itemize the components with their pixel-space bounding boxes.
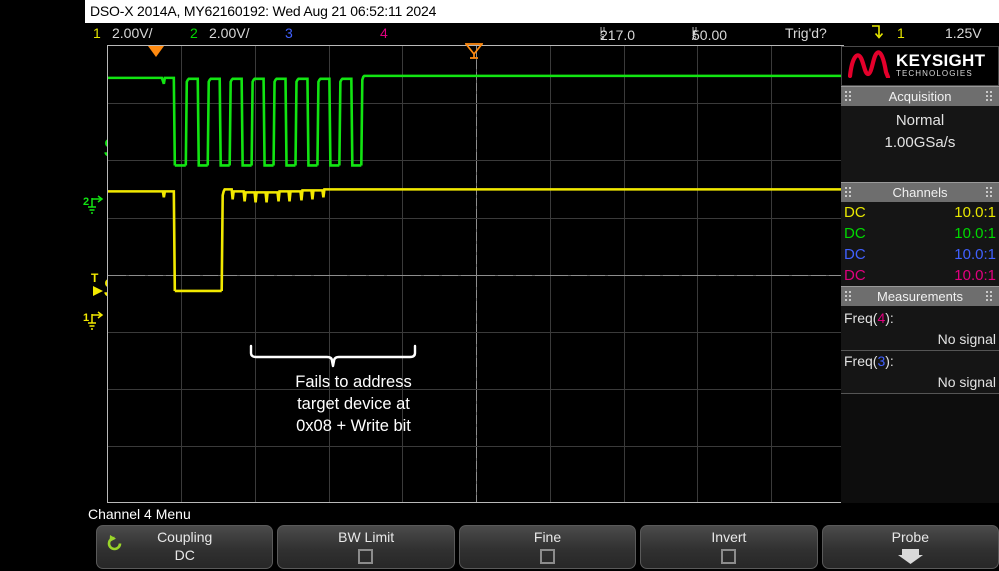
channel-2-ground-marker[interactable]: 2: [83, 195, 109, 217]
keysight-brand-name: KEYSIGHT: [896, 51, 986, 70]
waveform-display-area[interactable]: SCL SDA 2 T 1: [83, 43, 999, 503]
info-sidebar: KEYSIGHT TECHNOLOGIES Acquisition Normal…: [841, 46, 999, 503]
measurement-item[interactable]: Freq(3): No signal: [841, 351, 999, 394]
softkey-fine-label: Fine: [533, 529, 562, 545]
menu-title: Channel 4 Menu: [88, 506, 191, 522]
annotation-text: Fails to address target device at 0x08 +…: [251, 371, 456, 437]
acquisition-section-header[interactable]: Acquisition: [841, 86, 999, 106]
submenu-down-arrow-icon: [897, 548, 924, 570]
measurement-value: No signal: [937, 331, 996, 347]
annotation-line-3: 0x08 + Write bit: [296, 417, 411, 435]
keysight-waveform-icon: [847, 50, 892, 82]
softkey-coupling-label: Coupling: [157, 529, 213, 545]
bw-limit-checkbox[interactable]: [358, 549, 374, 564]
svg-text:T: T: [91, 271, 99, 285]
channels-section-body: DC 10.0:1 DC 10.0:1 DC 10.0:1 DC 10.0:1: [841, 202, 999, 286]
measurement-value: No signal: [937, 374, 996, 390]
grip-dots-right: [986, 91, 995, 102]
annotation-line-2: target device at: [297, 395, 410, 413]
status-trigger-source[interactable]: 1: [897, 25, 905, 41]
status-trigger-state[interactable]: Trig'd?: [785, 25, 827, 41]
softkey-bar: Coupling DC BW Limit Fine Invert Probe: [96, 525, 999, 569]
grip-dots-right: [986, 291, 995, 302]
softkey-invert-label: Invert: [711, 529, 747, 545]
trigger-slope-icon: [870, 24, 884, 44]
annotation-brace: [249, 344, 417, 368]
channel-row[interactable]: DC 10.0:1: [844, 204, 996, 221]
trigger-position-marker[interactable]: [147, 43, 165, 62]
status-trigger-level[interactable]: 1.25V: [945, 25, 982, 41]
grip-dots-left: [845, 291, 854, 302]
channel-row[interactable]: DC 10.0:1: [844, 267, 996, 284]
cycle-arrow-icon: [105, 534, 124, 558]
measurements-section-body: Freq(4): No signal Freq(3): No signal: [841, 306, 999, 394]
timebase-reference-marker[interactable]: [464, 43, 484, 63]
trigger-level-marker[interactable]: T: [87, 271, 107, 299]
channel-row[interactable]: DC 10.0:1: [844, 225, 996, 242]
softkey-coupling-value: DC: [174, 547, 195, 563]
instrument-title-bar: DSO-X 2014A, MY62160192: Wed Aug 21 06:5…: [85, 0, 999, 23]
acquisition-sample-rate: 1.00GSa/s: [884, 134, 956, 151]
measurement-channel: 4: [877, 310, 886, 326]
softkey-probe[interactable]: Probe: [821, 525, 999, 570]
keysight-logo: KEYSIGHT TECHNOLOGIES: [841, 46, 999, 86]
measurement-channel: 3: [877, 353, 886, 369]
status-ch1-number[interactable]: 1: [93, 25, 101, 41]
channel-row[interactable]: DC 10.0:1: [844, 246, 996, 263]
acquisition-section-body: Normal 1.00GSa/s: [841, 106, 999, 182]
status-ch2-number[interactable]: 2: [190, 25, 198, 41]
status-ch1-scale[interactable]: 2.00V/: [112, 25, 153, 41]
acquisition-mode: Normal: [895, 112, 945, 129]
svg-text:2: 2: [83, 196, 89, 208]
channels-section-header[interactable]: Channels: [841, 182, 999, 202]
grip-dots-left: [845, 187, 854, 198]
annotation-line-1: Fails to address: [295, 373, 412, 391]
softkey-fine[interactable]: Fine: [458, 525, 637, 569]
channel-1-ground-marker[interactable]: 1: [83, 311, 109, 333]
softkey-bw-limit[interactable]: BW Limit: [277, 525, 455, 569]
fine-checkbox[interactable]: [539, 549, 555, 564]
measurements-section-header[interactable]: Measurements: [841, 286, 999, 306]
status-ch3-number[interactable]: 3: [285, 25, 293, 41]
invert-checkbox[interactable]: [720, 549, 736, 564]
status-ch2-scale[interactable]: 2.00V/: [209, 25, 250, 41]
softkey-probe-label: Probe: [891, 529, 929, 545]
keysight-brand-subtitle: TECHNOLOGIES: [896, 69, 973, 78]
softkey-coupling[interactable]: Coupling DC: [96, 525, 274, 569]
grip-dots-right: [986, 187, 995, 198]
status-ch4-number[interactable]: 4: [380, 25, 388, 41]
measurement-item[interactable]: Freq(4): No signal: [841, 308, 999, 351]
grip-dots-left: [845, 91, 854, 102]
softkey-invert[interactable]: Invert: [640, 525, 818, 569]
svg-text:1: 1: [83, 312, 89, 324]
softkey-bw-limit-label: BW Limit: [338, 529, 395, 545]
oscilloscope-grid[interactable]: Fails to address target device at 0x08 +…: [107, 45, 844, 503]
channel-status-bar: 1 2.00V/ 2 2.00V/ 3 4 217.0 µ s 50.00 µ s / T…: [85, 23, 999, 45]
